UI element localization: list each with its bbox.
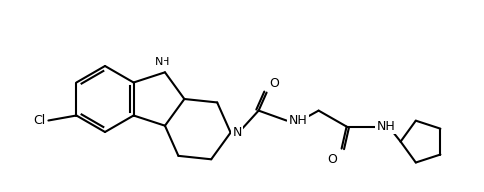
Text: O: O [270,77,279,90]
Text: N: N [233,126,242,139]
Text: NH: NH [377,120,395,133]
Text: H: H [161,57,169,67]
Text: Cl: Cl [33,114,45,127]
Text: NH: NH [288,114,307,127]
Text: O: O [328,153,338,166]
Text: N: N [154,57,163,67]
